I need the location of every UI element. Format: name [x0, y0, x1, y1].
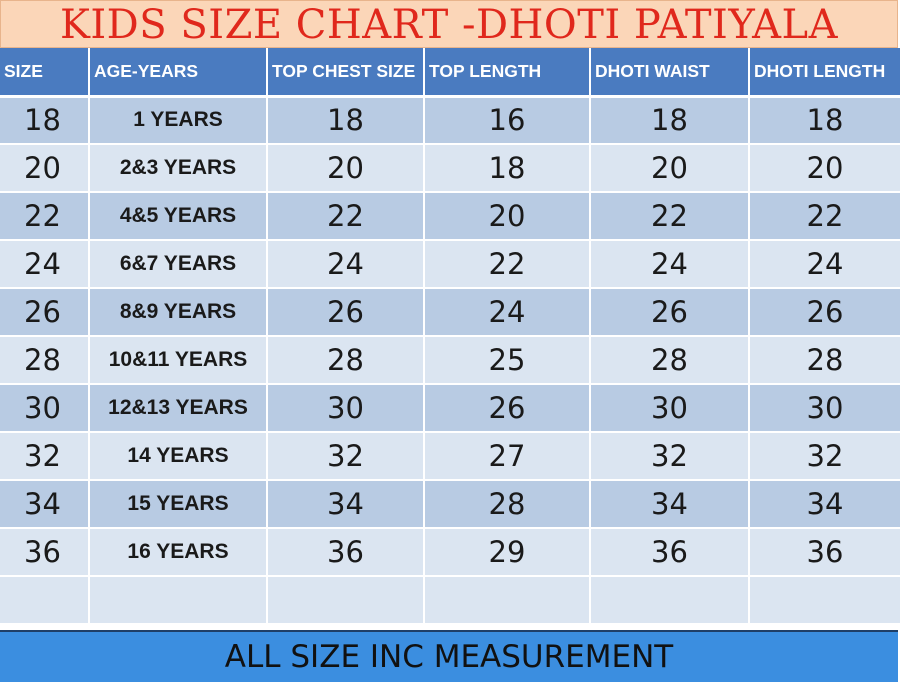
dhoti-length-cell: 20	[748, 144, 900, 193]
age-cell: 10&11 YEARS	[88, 336, 267, 385]
top-length-cell: 29	[423, 528, 590, 577]
top-chest-cell: 30	[266, 384, 424, 433]
dhoti-length-cell: 36	[748, 528, 900, 577]
table-row: 24 6&7 YEARS 24 22 24 24	[0, 240, 900, 289]
top-length-cell: 22	[423, 240, 590, 289]
size-table: SIZE AGE-YEARS TOP CHEST SIZE TOP LENGTH…	[0, 48, 900, 625]
age-cell: 12&13 YEARS	[88, 384, 267, 433]
table-body: 18 1 YEARS 18 16 18 18 20 2&3 YEARS 20 1…	[0, 96, 900, 625]
dhoti-waist-cell: 18	[589, 96, 749, 145]
age-cell: 14 YEARS	[88, 432, 267, 481]
size-cell: 18	[0, 96, 89, 145]
header-row: SIZE AGE-YEARS TOP CHEST SIZE TOP LENGTH…	[0, 48, 900, 98]
dhoti-length-cell: 28	[748, 336, 900, 385]
table-row: 18 1 YEARS 18 16 18 18	[0, 96, 900, 145]
dhoti-waist-cell: 24	[589, 240, 749, 289]
size-cell: 32	[0, 432, 89, 481]
empty-cell	[0, 576, 89, 625]
empty-cell	[423, 576, 590, 625]
dhoti-waist-cell: 34	[589, 480, 749, 529]
dhoti-length-cell: 32	[748, 432, 900, 481]
empty-table-row	[0, 576, 900, 625]
dhoti-waist-cell: 32	[589, 432, 749, 481]
empty-cell	[88, 576, 267, 625]
top-chest-cell: 34	[266, 480, 424, 529]
dhoti-length-cell: 30	[748, 384, 900, 433]
dhoti-length-cell: 26	[748, 288, 900, 337]
dhoti-waist-cell: 20	[589, 144, 749, 193]
header-dhoti-waist: DHOTI WAIST	[589, 48, 749, 98]
age-cell: 4&5 YEARS	[88, 192, 267, 241]
dhoti-waist-cell: 30	[589, 384, 749, 433]
dhoti-waist-cell: 36	[589, 528, 749, 577]
top-chest-cell: 24	[266, 240, 424, 289]
top-chest-cell: 18	[266, 96, 424, 145]
empty-cell	[748, 576, 900, 625]
age-cell: 15 YEARS	[88, 480, 267, 529]
top-length-cell: 25	[423, 336, 590, 385]
age-cell: 1 YEARS	[88, 96, 267, 145]
size-cell: 36	[0, 528, 89, 577]
dhoti-length-cell: 24	[748, 240, 900, 289]
table-row: 32 14 YEARS 32 27 32 32	[0, 432, 900, 481]
age-cell: 6&7 YEARS	[88, 240, 267, 289]
chart-title: KIDS SIZE CHART -DHOTI PATIYALA	[60, 2, 838, 48]
table-row: 34 15 YEARS 34 28 34 34	[0, 480, 900, 529]
top-length-cell: 18	[423, 144, 590, 193]
dhoti-length-cell: 34	[748, 480, 900, 529]
table-row: 28 10&11 YEARS 28 25 28 28	[0, 336, 900, 385]
dhoti-waist-cell: 22	[589, 192, 749, 241]
table-row: 20 2&3 YEARS 20 18 20 20	[0, 144, 900, 193]
top-chest-cell: 26	[266, 288, 424, 337]
empty-cell	[266, 576, 424, 625]
footer-banner: ALL SIZE INC MEASUREMENT	[0, 630, 898, 682]
top-chest-cell: 36	[266, 528, 424, 577]
header-age-years: AGE-YEARS	[88, 48, 267, 98]
size-cell: 28	[0, 336, 89, 385]
top-chest-cell: 22	[266, 192, 424, 241]
size-cell: 22	[0, 192, 89, 241]
top-length-cell: 24	[423, 288, 590, 337]
size-cell: 30	[0, 384, 89, 433]
size-cell: 26	[0, 288, 89, 337]
header-top-length: TOP LENGTH	[423, 48, 590, 98]
age-cell: 2&3 YEARS	[88, 144, 267, 193]
top-length-cell: 16	[423, 96, 590, 145]
top-chest-cell: 28	[266, 336, 424, 385]
size-cell: 34	[0, 480, 89, 529]
size-cell: 24	[0, 240, 89, 289]
header-size: SIZE	[0, 48, 89, 98]
dhoti-length-cell: 22	[748, 192, 900, 241]
header-dhoti-length: DHOTI LENGTH	[748, 48, 900, 98]
top-chest-cell: 32	[266, 432, 424, 481]
dhoti-waist-cell: 28	[589, 336, 749, 385]
title-banner: KIDS SIZE CHART -DHOTI PATIYALA	[0, 0, 898, 48]
top-chest-cell: 20	[266, 144, 424, 193]
empty-cell	[589, 576, 749, 625]
top-length-cell: 27	[423, 432, 590, 481]
age-cell: 8&9 YEARS	[88, 288, 267, 337]
top-length-cell: 26	[423, 384, 590, 433]
table-row: 30 12&13 YEARS 30 26 30 30	[0, 384, 900, 433]
dhoti-waist-cell: 26	[589, 288, 749, 337]
header-top-chest-size: TOP CHEST SIZE	[266, 48, 424, 98]
top-length-cell: 28	[423, 480, 590, 529]
table-row: 22 4&5 YEARS 22 20 22 22	[0, 192, 900, 241]
table-row: 36 16 YEARS 36 29 36 36	[0, 528, 900, 577]
age-cell: 16 YEARS	[88, 528, 267, 577]
footer-note: ALL SIZE INC MEASUREMENT	[224, 639, 674, 675]
top-length-cell: 20	[423, 192, 590, 241]
size-cell: 20	[0, 144, 89, 193]
table-row: 26 8&9 YEARS 26 24 26 26	[0, 288, 900, 337]
dhoti-length-cell: 18	[748, 96, 900, 145]
